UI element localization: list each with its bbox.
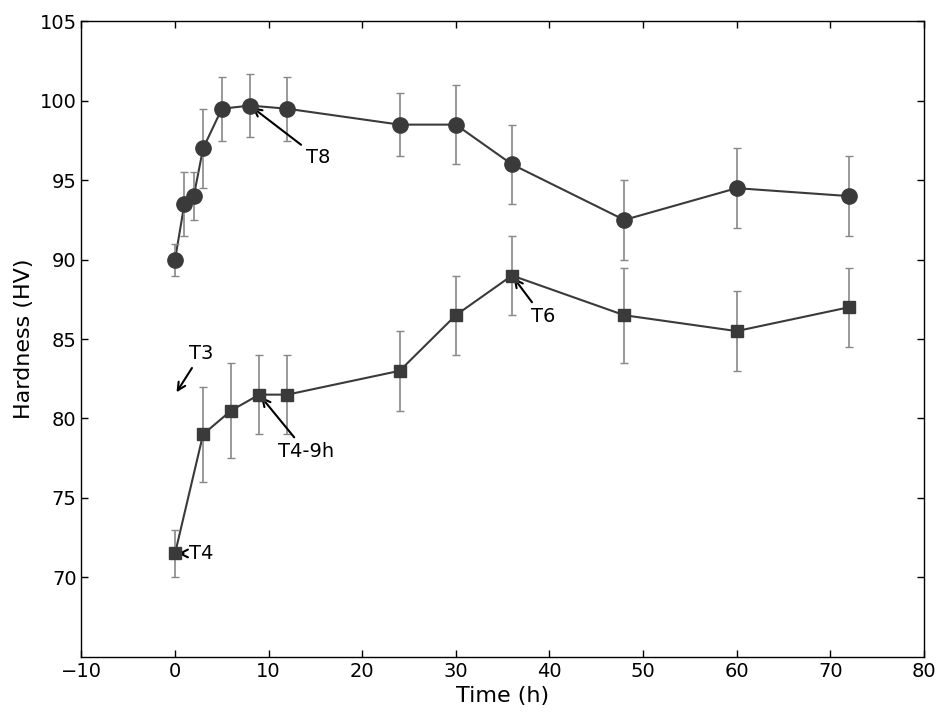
Y-axis label: Hardness (HV): Hardness (HV): [14, 258, 34, 419]
Text: T8: T8: [254, 109, 331, 168]
Text: T4: T4: [180, 544, 214, 563]
Text: T4-9h: T4-9h: [262, 399, 334, 462]
Text: T3: T3: [178, 344, 214, 390]
Text: T6: T6: [515, 279, 555, 326]
X-axis label: Time (h): Time (h): [456, 686, 549, 706]
